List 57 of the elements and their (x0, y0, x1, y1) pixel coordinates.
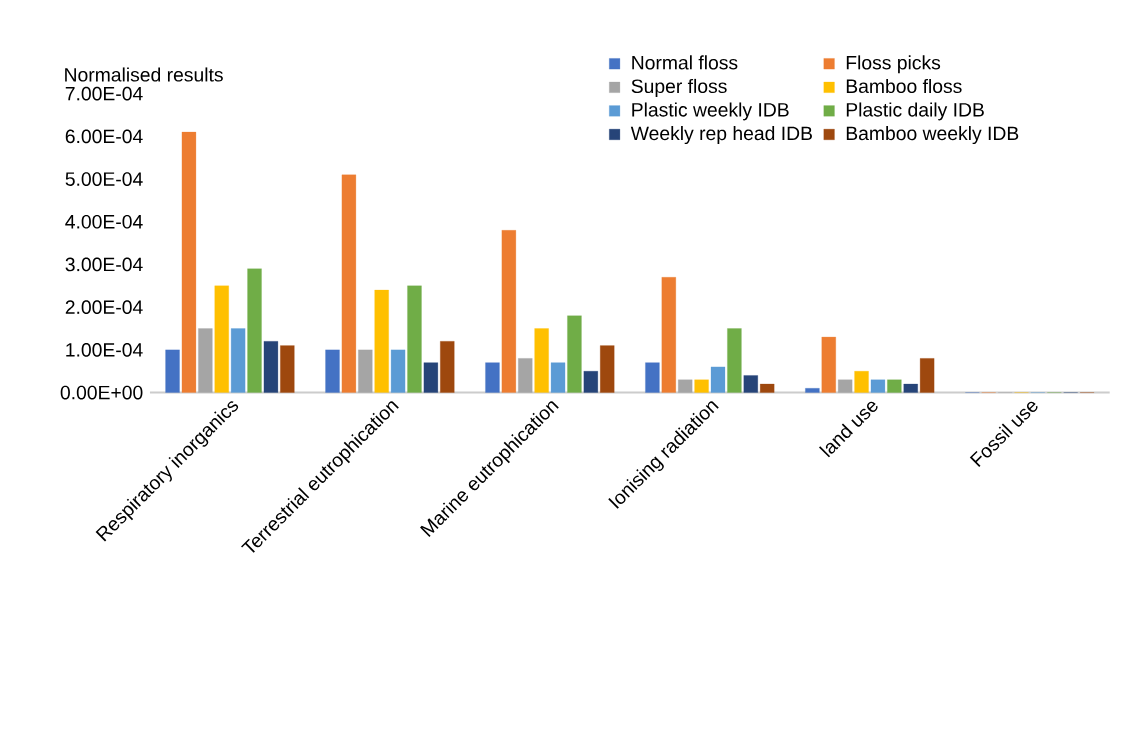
bar (198, 328, 213, 393)
bar (247, 268, 262, 393)
bar (661, 276, 676, 393)
y-tick-label: 7.00E-04 (65, 86, 143, 101)
bar (485, 362, 500, 393)
bar (358, 349, 373, 393)
bar (645, 362, 660, 393)
bar (518, 358, 533, 393)
bar (165, 349, 180, 393)
bar (694, 379, 709, 393)
bar (727, 328, 742, 393)
legend-label: Normal floss (632, 55, 738, 70)
bar (374, 289, 389, 393)
bar (550, 362, 566, 393)
bar (534, 328, 549, 393)
legend-label: Super floss (631, 78, 727, 97)
legend-label: Plastic weekly IDB (632, 102, 789, 121)
bar (407, 285, 422, 393)
bar (887, 379, 902, 393)
y-axis-title: Normalised results (65, 67, 223, 82)
bar (710, 366, 726, 393)
y-tick-label: 5.00E-04 (65, 171, 143, 186)
bar (263, 340, 279, 393)
bar (214, 285, 229, 393)
bar (390, 349, 406, 393)
bar (181, 131, 197, 393)
y-tick-label: 4.00E-04 (65, 214, 143, 229)
bar (325, 349, 340, 393)
y-tick-label: 6.00E-04 (65, 129, 143, 143)
y-tick-label: 0.00E+00 (60, 385, 143, 400)
bar (920, 358, 935, 393)
bar (600, 345, 615, 393)
bar (838, 379, 853, 393)
bar (501, 229, 516, 393)
y-tick-label: 1.00E-04 (66, 342, 143, 357)
bar (760, 383, 775, 393)
bar (423, 362, 439, 393)
bar (231, 328, 246, 393)
bar (583, 370, 598, 393)
bar (567, 315, 582, 393)
bar (870, 379, 886, 393)
bar (743, 375, 758, 393)
legend-label: Floss picks (846, 55, 941, 74)
bar (341, 174, 357, 393)
bar (821, 336, 836, 393)
y-tick-label: 2.00E-04 (65, 300, 143, 314)
bar (280, 345, 295, 393)
legend-label: Plastic daily IDB (846, 102, 984, 121)
bar (903, 383, 918, 393)
legend-label: Bamboo weekly IDB (846, 125, 1019, 144)
legend-label: Weekly rep head IDB (630, 125, 812, 144)
bar (678, 379, 693, 393)
bar (805, 387, 820, 393)
bar (440, 340, 455, 393)
legend-label: Bamboo floss (846, 78, 962, 93)
bar (854, 370, 869, 393)
y-tick-label: 3.00E-04 (65, 257, 143, 272)
